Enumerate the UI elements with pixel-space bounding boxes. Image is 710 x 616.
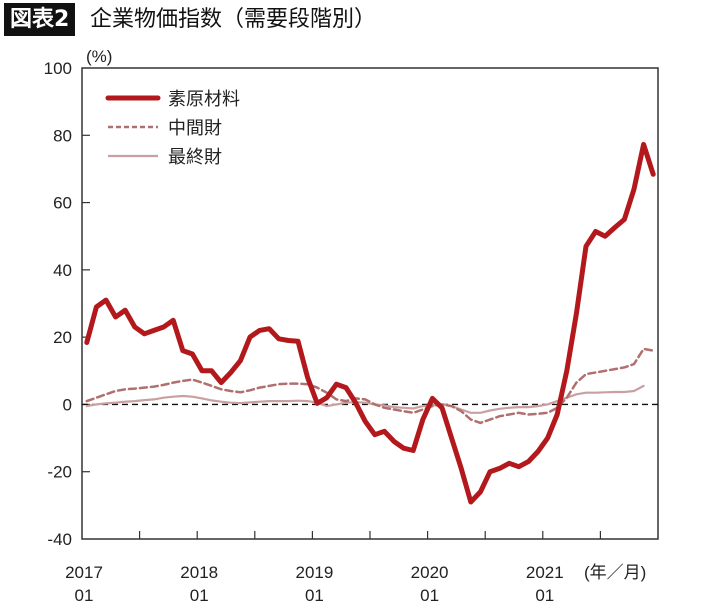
x-tick-label-month: 01 bbox=[75, 586, 94, 605]
chart-title: 企業物価指数（需要段階別） bbox=[90, 7, 377, 32]
y-tick-label: -40 bbox=[47, 530, 72, 549]
y-tick-label: 60 bbox=[53, 194, 72, 213]
y-tick-label: 40 bbox=[53, 261, 72, 280]
x-tick-label-month: 01 bbox=[535, 586, 554, 605]
y-tick-label: 0 bbox=[63, 395, 72, 414]
plot-frame bbox=[81, 67, 659, 540]
y-tick-label: 100 bbox=[44, 59, 72, 78]
y-tick-label: -20 bbox=[47, 463, 72, 482]
x-tick-label-year: 2018 bbox=[180, 563, 218, 582]
x-tick-label-year: 2020 bbox=[411, 563, 449, 582]
legend-label: 中間財 bbox=[168, 118, 222, 138]
x-axis-unit: (年／月) bbox=[584, 563, 646, 582]
y-tick-label: 80 bbox=[53, 126, 72, 145]
figure-badge: 図表2 bbox=[4, 3, 76, 36]
x-tick-label-month: 01 bbox=[190, 586, 209, 605]
series-line-0 bbox=[84, 141, 656, 505]
y-axis-unit: (%) bbox=[86, 47, 112, 66]
x-tick-label-year: 2019 bbox=[295, 563, 333, 582]
x-tick-label-year: 2017 bbox=[65, 563, 103, 582]
x-tick-label-month: 01 bbox=[420, 586, 439, 605]
legend-label: 最終財 bbox=[168, 147, 222, 167]
legend-label: 素原材料 bbox=[168, 89, 240, 109]
x-tick-label-year: 2021 bbox=[526, 563, 564, 582]
series-line-2 bbox=[85, 384, 645, 414]
y-tick-label: 20 bbox=[53, 328, 72, 347]
x-tick-label-month: 01 bbox=[305, 586, 324, 605]
